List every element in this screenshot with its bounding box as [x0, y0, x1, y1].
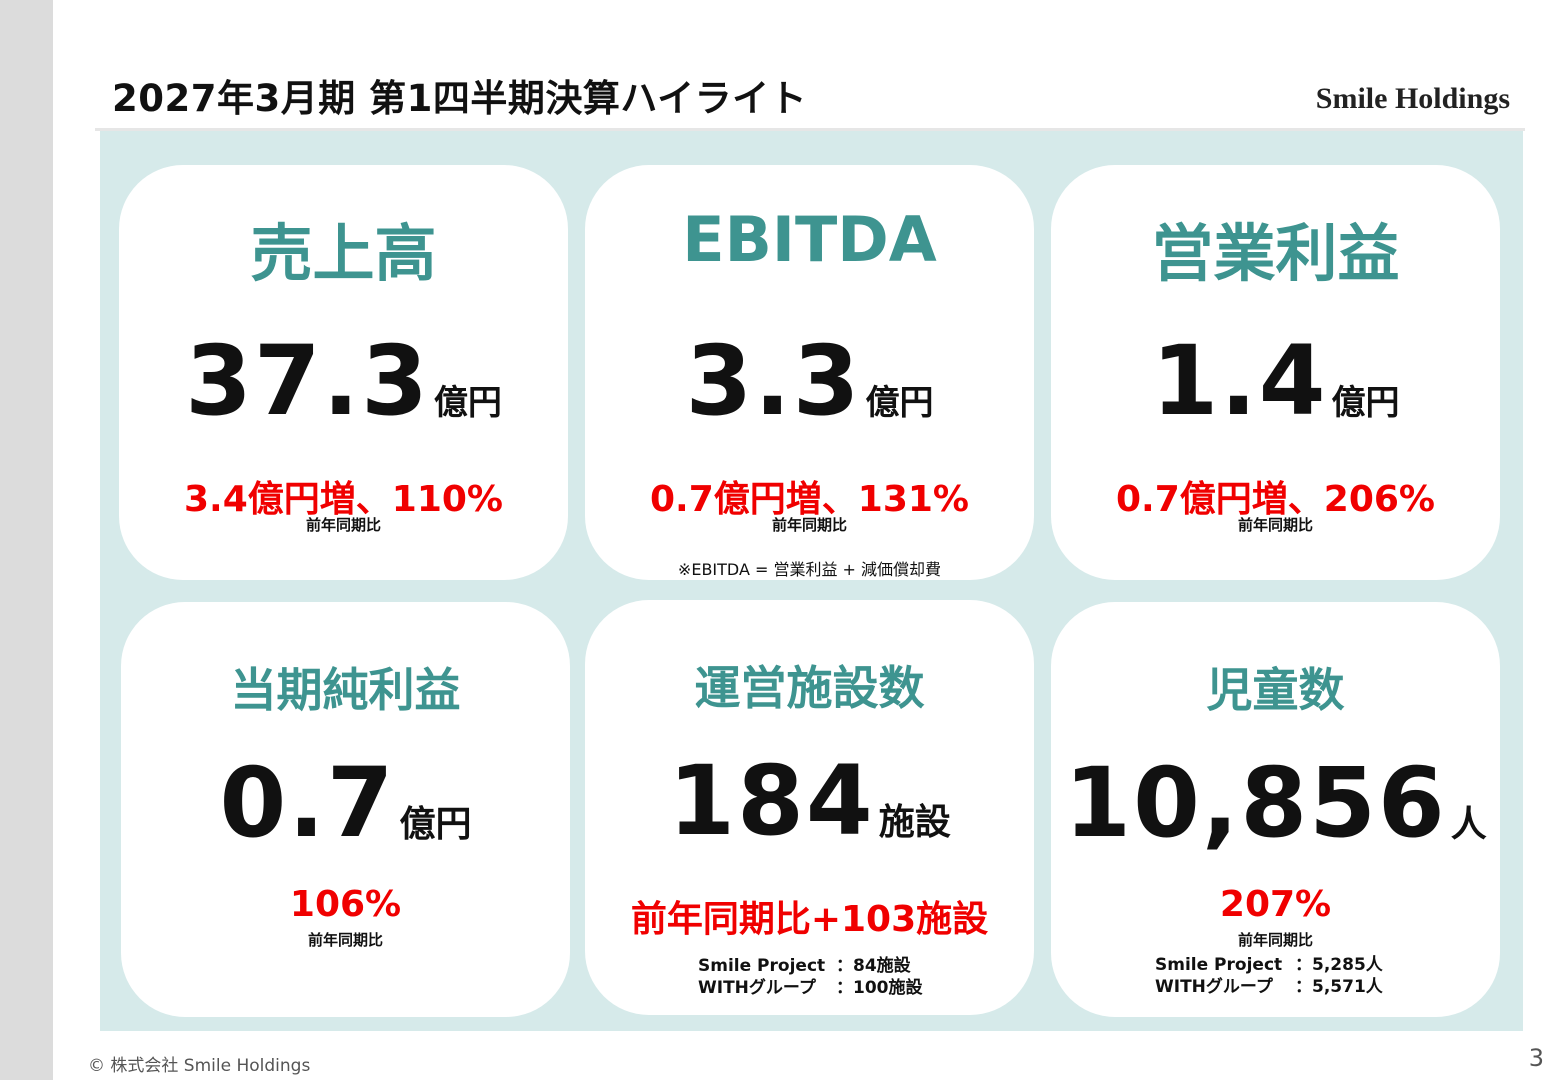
- breakdown-label: WITHグループ: [698, 978, 816, 998]
- card-net-income: 当期純利益 0.7 億円 106% 前年同期比: [121, 602, 570, 1017]
- value-unit: 億円: [1331, 383, 1400, 423]
- value-number: 1.4: [1151, 325, 1328, 437]
- breakdown-label: Smile Project: [698, 956, 826, 976]
- comparison-label: 前年同期比: [1237, 931, 1313, 949]
- breakdown-row: Smile Project ：84施設: [698, 955, 923, 977]
- value-unit: 人: [1450, 804, 1487, 845]
- breakdown-row: Smile Project ：5,285人: [1155, 954, 1383, 976]
- change-text: 前年同期比+103施設: [630, 899, 989, 940]
- breakdown-value: ：5,285人: [1295, 955, 1383, 975]
- card-title: 当期純利益: [230, 663, 461, 717]
- value-number: 0.7: [219, 747, 396, 859]
- card-title: 売上高: [250, 217, 437, 290]
- page-number: 3: [1528, 1044, 1544, 1072]
- ebitda-definition-note: ※EBITDA = 営業利益 + 減価償却費: [677, 560, 942, 579]
- card-title: 児童数: [1206, 663, 1345, 717]
- change-text: 0.7億円増、131%: [650, 479, 969, 520]
- company-logo: Smile Holdings: [1315, 82, 1510, 115]
- change-text: 0.7億円増、206%: [1116, 479, 1435, 520]
- left-sidebar-strip: [0, 0, 53, 1080]
- copyright-text: © 株式会社 Smile Holdings: [88, 1056, 311, 1076]
- breakdown-value: ：5,571人: [1295, 977, 1383, 997]
- card-title: EBITDA: [682, 203, 937, 276]
- card-title: 運営施設数: [694, 661, 925, 715]
- comparison-label: 前年同期比: [305, 516, 381, 534]
- card-value: 37.3 億円: [119, 325, 568, 437]
- breakdown-row: WITHグループ ：100施設: [698, 977, 923, 999]
- title-divider: [95, 128, 1525, 131]
- breakdown-label: WITHグループ: [1155, 977, 1273, 997]
- card-net-sales: 売上高 37.3 億円 3.4億円増、110% 前年同期比: [119, 165, 568, 580]
- breakdown-value: ：84施設: [836, 956, 911, 976]
- change-text: 207%: [1219, 884, 1332, 925]
- card-children: 児童数 10,856 人 207% 前年同期比 Smile Project ：5,2…: [1051, 602, 1500, 1017]
- change-text: 106%: [289, 884, 402, 925]
- card-value: 1.4 億円: [1051, 325, 1500, 437]
- comparison-label: 前年同期比: [307, 931, 383, 949]
- slide-title: 2027年3月期 第1四半期決算ハイライト: [112, 77, 808, 120]
- value-number: 3.3: [685, 325, 862, 437]
- breakdown-value: ：100施設: [836, 978, 923, 998]
- value-number: 10,856: [1064, 747, 1447, 859]
- comparison-label: 前年同期比: [1237, 516, 1313, 534]
- breakdown-row: WITHグループ ：5,571人: [1155, 976, 1383, 998]
- value-unit: 億円: [865, 383, 934, 423]
- value-number: 184: [668, 745, 875, 857]
- card-value: 10,856 人: [1051, 747, 1500, 859]
- card-value: 0.7 億円: [121, 747, 570, 859]
- card-value: 3.3 億円: [585, 325, 1034, 437]
- card-facilities: 運営施設数 184 施設 前年同期比+103施設 Smile Project ：84…: [585, 600, 1034, 1015]
- card-operating-profit: 営業利益 1.4 億円 0.7億円増、206% 前年同期比: [1051, 165, 1500, 580]
- change-text: 3.4億円増、110%: [184, 479, 503, 520]
- value-unit: 億円: [433, 383, 502, 423]
- facility-breakdown: Smile Project ：84施設 WITHグループ ：100施設: [698, 955, 923, 999]
- card-value: 184 施設: [585, 745, 1034, 857]
- value-unit: 施設: [878, 802, 951, 843]
- card-ebitda: EBITDA 3.3 億円 0.7億円増、131% 前年同期比 ※EBITDA =…: [585, 165, 1034, 580]
- value-unit: 億円: [399, 804, 472, 845]
- value-number: 37.3: [185, 325, 430, 437]
- breakdown-label: Smile Project: [1155, 955, 1283, 975]
- comparison-label: 前年同期比: [771, 516, 847, 534]
- children-breakdown: Smile Project ：5,285人 WITHグループ ：5,571人: [1155, 954, 1383, 998]
- card-title: 営業利益: [1151, 217, 1400, 290]
